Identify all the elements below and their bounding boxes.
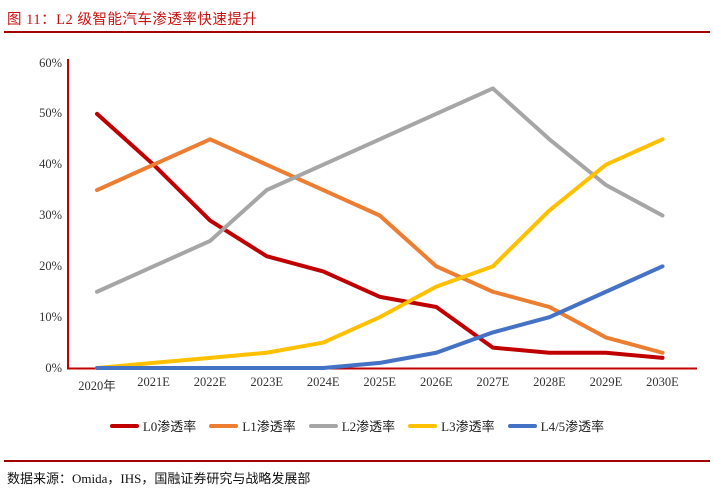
series-line-2	[95, 86, 665, 294]
line-chart-plot-area	[0, 55, 714, 375]
y-tick-label: 30%	[39, 208, 62, 222]
series-line-4	[95, 264, 665, 370]
chart-legend: L0渗透率 L1渗透率 L2渗透率 L3渗透率 L4/5渗透率	[0, 416, 714, 435]
legend-line-swatch	[109, 423, 139, 428]
y-tick-label: 40%	[39, 157, 62, 172]
x-tick-label: 2029E	[589, 375, 623, 389]
x-tick-label: 2020年	[78, 379, 116, 393]
x-tick-label: 2025E	[363, 375, 397, 389]
series-line-3	[95, 137, 665, 370]
legend-item: L1渗透率	[209, 416, 296, 435]
legend-line-swatch	[507, 423, 537, 428]
chart-canvas	[67, 59, 697, 370]
y-tick-label: 0%	[45, 360, 62, 375]
x-tick-label: 2022E	[193, 375, 227, 389]
footer-divider-line	[4, 460, 710, 462]
y-tick-label: 50%	[39, 106, 62, 121]
legend-label: L2渗透率	[341, 419, 396, 434]
legend-label: L1渗透率	[242, 419, 296, 434]
y-tick-label: 60%	[39, 55, 62, 70]
series-line-0	[95, 111, 665, 360]
series-line-1	[95, 137, 665, 355]
x-tick-label: 2028E	[533, 375, 566, 389]
legend-label: L3渗透率	[441, 419, 495, 434]
legend-item: L2渗透率	[308, 416, 396, 435]
y-tick-label: 20%	[39, 258, 62, 273]
legend-item: L0渗透率	[109, 416, 197, 435]
x-tick-label: 2023E	[250, 375, 283, 389]
legend-label: L4/5渗透率	[540, 419, 605, 434]
x-tick-label: 2024E	[306, 375, 340, 389]
legend-label: L0渗透率	[142, 419, 197, 434]
figure-title: 图 11：L2 级智能汽车渗透率快速提升	[7, 12, 258, 28]
legend-item: L3渗透率	[408, 416, 495, 435]
x-tick-label: 2030E	[646, 375, 679, 389]
x-tick-label: 2026E	[419, 375, 453, 389]
x-tick-label: 2021E	[137, 375, 170, 389]
x-tick-label: 2027E	[476, 375, 510, 389]
legend-line-swatch	[209, 423, 239, 428]
legend-item: L4/5渗透率	[507, 416, 605, 435]
legend-line-swatch	[408, 423, 438, 428]
data-source-text: 数据来源：Omida，IHS，国融证券研究与战略发展部	[7, 471, 311, 486]
legend-line-swatch	[308, 423, 338, 428]
y-tick-label: 10%	[39, 309, 62, 324]
title-divider-line	[4, 31, 710, 33]
